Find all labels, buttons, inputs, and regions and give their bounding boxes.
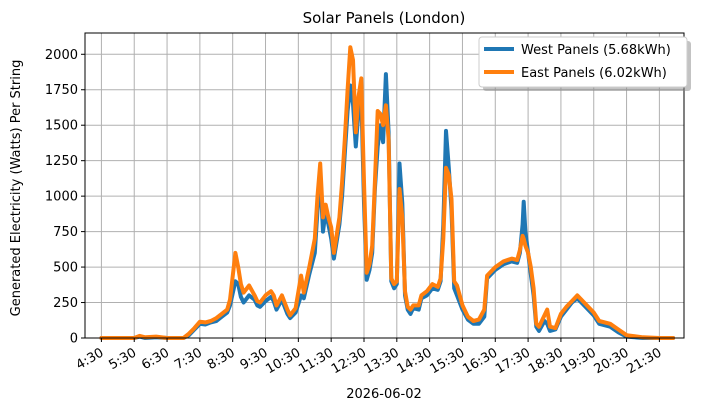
x-tick-label: 19:30 [559, 345, 599, 377]
x-tick-label: 16:30 [460, 345, 500, 377]
x-tick-label: 12:30 [329, 345, 369, 377]
x-tick-label: 15:30 [428, 345, 468, 377]
x-tick-label: 5:30 [106, 345, 139, 373]
plot-frame [84, 32, 685, 339]
x-tick-label: 4:30 [74, 345, 107, 373]
legend-label-west: West Panels (5.68kWh) [521, 43, 671, 58]
legend-box [478, 36, 688, 88]
x-tick-label: 13:30 [362, 345, 402, 377]
legend: West Panels (5.68kWh) East Panels (6.02k… [478, 36, 691, 91]
y-tick-label: 1500 [45, 119, 78, 134]
x-tick-label: 18:30 [526, 345, 566, 377]
y-tick-label: 0 [70, 332, 78, 347]
x-tick-label: 14:30 [395, 345, 435, 377]
x-tick-label: 6:30 [139, 345, 172, 373]
legend-label-east: East Panels (6.02kWh) [521, 66, 667, 81]
series-layer [99, 45, 676, 340]
y-axis-title: Generated Electricity (Watts) Per String [9, 60, 24, 317]
x-tick-label: 17:30 [493, 345, 533, 377]
x-tick-label: 10:30 [263, 345, 303, 377]
x-tick-label: 11:30 [296, 345, 336, 377]
x-tick-label: 7:30 [172, 345, 205, 373]
y-axis-ticks: 0 250 500 750 1000 1250 1500 1750 2000 [45, 48, 85, 347]
y-tick-label: 1750 [45, 83, 78, 98]
y-tick-label: 750 [53, 225, 78, 240]
y-tick-label: 1250 [45, 154, 78, 169]
x-axis-title: 2026-06-02 [346, 387, 422, 402]
y-tick-label: 2000 [45, 48, 78, 63]
y-tick-label: 500 [53, 261, 78, 276]
y-tick-label: 250 [53, 296, 78, 311]
chart-title: Solar Panels (London) [303, 9, 466, 27]
series-line-east [99, 45, 676, 340]
x-axis-ticks: 4:30 5:30 6:30 7:30 8:30 9:3010:3011:3012:301… [74, 338, 664, 377]
x-tick-label: 8:30 [205, 345, 238, 373]
x-tick-label: 21:30 [624, 345, 664, 377]
x-tick-label: 20:30 [592, 345, 632, 377]
y-tick-label: 1000 [45, 190, 78, 205]
